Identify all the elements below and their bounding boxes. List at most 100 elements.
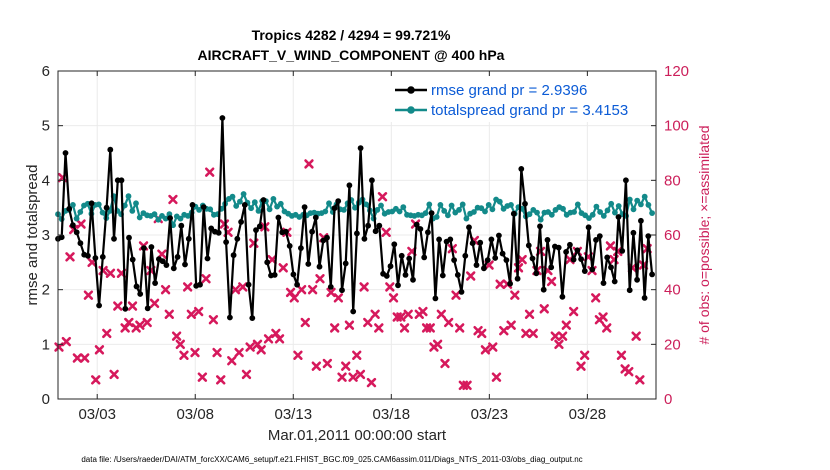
obs-marker xyxy=(102,328,112,339)
rmse-point xyxy=(200,204,207,211)
rmse-point xyxy=(548,264,555,271)
obs-marker xyxy=(315,274,325,284)
obs-marker xyxy=(322,358,333,369)
x-tick-label: 03/18 xyxy=(373,406,411,423)
rmse-point xyxy=(499,250,506,257)
obs-marker xyxy=(366,377,377,388)
obs-marker xyxy=(388,293,399,303)
totalspread-point xyxy=(70,202,76,208)
rmse-point xyxy=(514,275,521,282)
obs-marker xyxy=(234,347,244,358)
totalspread-point xyxy=(155,216,162,223)
x-tick-label: 03/03 xyxy=(78,406,116,423)
obs-marker xyxy=(182,282,193,292)
obs-marker xyxy=(164,309,174,319)
rmse-point xyxy=(238,219,245,225)
rmse-line xyxy=(57,116,654,320)
totalspread-point xyxy=(638,201,644,208)
x-tick-label: 03/23 xyxy=(471,406,509,423)
rmse-point xyxy=(126,234,132,241)
rmse-point xyxy=(58,234,65,241)
rmse-point xyxy=(626,287,633,294)
obs-marker xyxy=(208,315,219,325)
obs-marker xyxy=(355,369,366,380)
legend-spread-marker xyxy=(407,106,415,114)
totalspread-point xyxy=(99,209,106,216)
totalspread-point xyxy=(574,201,581,208)
totalspread-point xyxy=(240,191,247,197)
totalspread-point xyxy=(612,209,618,216)
totalspread-point xyxy=(352,204,358,211)
rmse-point xyxy=(466,224,472,231)
rmse-point xyxy=(376,222,383,229)
obs-marker xyxy=(385,282,395,292)
obs-marker xyxy=(337,372,347,382)
rmse-point xyxy=(335,198,342,205)
obs-marker xyxy=(307,284,318,295)
rmse-point xyxy=(174,254,181,260)
obs-marker xyxy=(546,276,557,287)
rmse-point xyxy=(133,283,140,290)
rmse-point xyxy=(555,244,562,251)
rmse-point xyxy=(391,241,398,248)
totalspread-point xyxy=(459,201,466,208)
rmse-point xyxy=(369,177,375,184)
rmse-point xyxy=(619,248,626,254)
rmse-point xyxy=(342,260,349,267)
obs-marker xyxy=(510,290,520,300)
totalspread-point xyxy=(485,202,492,208)
obs-marker xyxy=(61,336,72,347)
totalspread-point xyxy=(237,198,243,205)
rmse-point xyxy=(488,236,495,243)
rmse-point xyxy=(85,252,91,259)
obs-marker xyxy=(171,331,182,341)
rmse-point xyxy=(473,262,480,268)
totalspread-point xyxy=(645,202,652,208)
obs-marker xyxy=(591,293,601,303)
rmse-point xyxy=(354,230,360,237)
totalspread-point xyxy=(634,197,641,204)
totalspread-point xyxy=(326,200,332,207)
rmse-point xyxy=(544,237,551,243)
obs-marker xyxy=(506,320,516,330)
rmse-point xyxy=(107,146,114,153)
legend-rmse-marker xyxy=(407,86,415,94)
legend-rmse-label: rmse grand pr = 2.9396 xyxy=(431,82,587,99)
rmse-point xyxy=(148,244,155,250)
totalspread-point xyxy=(448,202,455,209)
totalspread-point xyxy=(471,209,477,215)
rmse-point xyxy=(522,200,528,207)
obs-marker xyxy=(425,323,435,333)
obs-marker xyxy=(94,345,105,355)
rmse-point xyxy=(611,278,618,285)
obs-marker xyxy=(616,350,627,360)
obs-marker xyxy=(370,309,380,319)
obs-marker xyxy=(300,317,310,328)
obs-marker xyxy=(105,268,116,278)
totalspread-point xyxy=(322,208,329,215)
obs-marker xyxy=(190,347,200,358)
rmse-point xyxy=(346,182,353,189)
footer-data-file: data file: /Users/raeder/DAI/ATM_forcXX/… xyxy=(81,455,582,464)
obs-marker xyxy=(124,317,134,328)
totalspread-point xyxy=(482,208,488,215)
obs-marker xyxy=(326,287,336,298)
x-tick-label: 03/08 xyxy=(176,406,214,423)
obs-marker xyxy=(399,323,410,333)
rmse-point xyxy=(286,243,293,249)
totalspread-point xyxy=(489,206,496,213)
totalspread-point xyxy=(341,207,347,213)
rmse-point xyxy=(141,245,147,252)
rmse-point xyxy=(439,272,446,279)
obs-marker xyxy=(304,159,314,169)
obs-marker xyxy=(227,356,237,366)
obs-marker xyxy=(72,353,83,363)
totalspread-point xyxy=(95,201,102,208)
obs-marker xyxy=(274,334,285,344)
totalspread-point xyxy=(266,206,273,213)
obs-marker xyxy=(477,328,487,339)
obs-marker xyxy=(91,375,101,385)
obs-marker xyxy=(499,325,509,336)
rmse-point xyxy=(641,295,648,301)
